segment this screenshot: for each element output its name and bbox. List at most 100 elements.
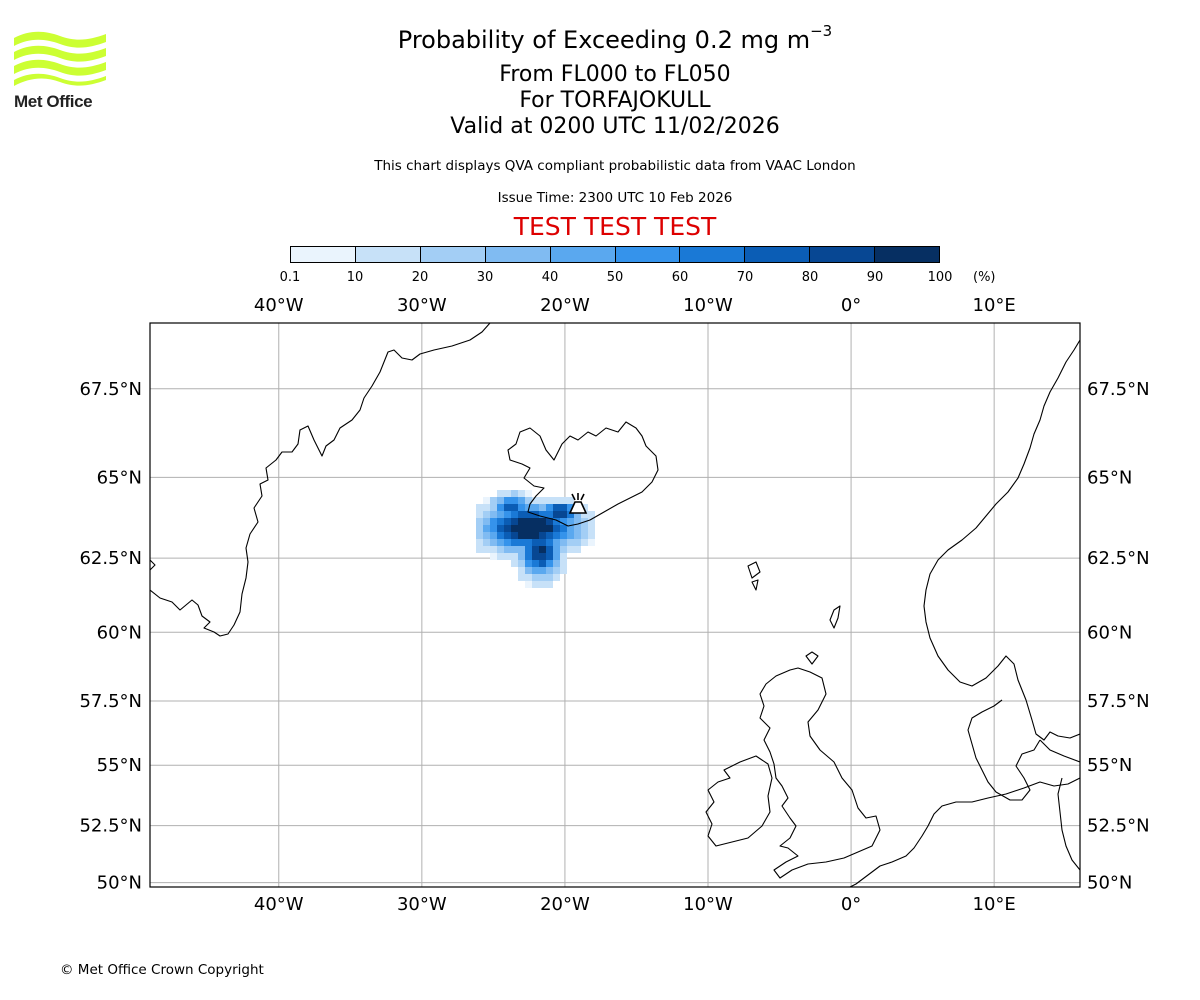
lon-tick-label: 30°W: [397, 894, 447, 915]
ash-probability-cell: [546, 567, 553, 574]
ash-probability-cell: [490, 539, 497, 546]
probability-colorbar: [290, 246, 940, 263]
ash-probability-cell: [518, 497, 525, 504]
ash-probability-cell: [525, 525, 532, 532]
ash-probability-cell: [490, 497, 497, 504]
ash-probability-cell: [546, 553, 553, 560]
ash-probability-cell: [539, 525, 546, 532]
ash-probability-cell: [532, 525, 539, 532]
colorbar-segment: [549, 247, 615, 262]
ash-probability-cell: [553, 539, 560, 546]
coastline-ireland: [705, 755, 773, 847]
lat-tick-label: 62.5°N: [1087, 548, 1150, 569]
ash-probability-cell: [546, 574, 553, 581]
ash-probability-cell: [497, 539, 504, 546]
ash-probability-cell: [539, 574, 546, 581]
coastline-shetland: [829, 605, 841, 629]
ash-probability-cell: [546, 532, 553, 539]
ash-probability-cell: [483, 525, 490, 532]
ash-probability-cell: [490, 553, 497, 560]
lat-tick-label: 67.5°N: [79, 379, 142, 400]
ash-probability-cell: [588, 539, 595, 546]
ash-probability-cell: [581, 539, 588, 546]
ash-probability-cell: [532, 581, 539, 588]
ash-probability-cell: [476, 532, 483, 539]
ash-probability-cell: [518, 504, 525, 511]
ash-probability-cell: [525, 567, 532, 574]
ash-probability-cell: [518, 525, 525, 532]
ash-probability-cell: [532, 504, 539, 511]
colorbar-tick-label: 70: [736, 270, 754, 285]
map-frame: [149, 322, 1081, 888]
ash-probability-cell: [574, 532, 581, 539]
colorbar-tick-label: 100: [927, 270, 953, 285]
ash-probability-cell: [497, 504, 504, 511]
ash-probability-cell: [539, 518, 546, 525]
lat-tick-label: 50°N: [97, 873, 142, 894]
ash-probability-cell: [539, 511, 546, 518]
lat-tick-label: 55°N: [97, 755, 142, 776]
lat-tick-label: 52.5°N: [1087, 816, 1150, 837]
ash-probability-cell: [490, 525, 497, 532]
ash-probability-cell: [518, 553, 525, 560]
ash-probability-cell: [546, 560, 553, 567]
ash-probability-cell: [504, 497, 511, 504]
coastline-continent: [849, 777, 1080, 887]
ash-probability-cell: [588, 532, 595, 539]
ash-probability-cell: [560, 560, 567, 567]
ash-probability-cell: [511, 497, 518, 504]
ash-probability-cell: [553, 546, 560, 553]
ash-probability-cell: [588, 511, 595, 518]
ash-probability-cell: [532, 553, 539, 560]
ash-probability-cell: [497, 497, 504, 504]
ash-probability-cell: [525, 518, 532, 525]
colorbar-tick-label: 20: [411, 270, 429, 285]
coastlines: [150, 323, 1080, 887]
ash-probability-cell: [553, 504, 560, 511]
ash-probability-cell: [483, 546, 490, 553]
lat-tick-label: 55°N: [1087, 755, 1132, 776]
lon-tick-label: 20°W: [540, 894, 590, 915]
colorbar-segment: [354, 247, 420, 262]
lat-tick-label: 65°N: [1087, 467, 1132, 488]
ash-probability-cell: [525, 560, 532, 567]
ash-probability-cell: [560, 567, 567, 574]
ash-probability-cell: [518, 546, 525, 553]
ash-probability-cell: [476, 546, 483, 553]
ash-probability-cell: [574, 546, 581, 553]
ash-probability-cell: [553, 567, 560, 574]
copyright-notice: © Met Office Crown Copyright: [60, 962, 264, 978]
colorbar-segment: [744, 247, 810, 262]
coastline-germany-coast: [1039, 739, 1080, 763]
colorbar-segment: [874, 247, 940, 262]
ash-probability-cell: [497, 546, 504, 553]
lon-tick-label: 40°W: [254, 295, 304, 316]
chart-description: This chart displays QVA compliant probab…: [374, 158, 856, 174]
lon-tick-label: 40°W: [254, 894, 304, 915]
ash-probability-cell: [518, 567, 525, 574]
colorbar-unit: (%): [973, 270, 996, 285]
ash-probability-cell: [539, 504, 546, 511]
lon-tick-label: 10°W: [683, 894, 733, 915]
ash-probability-cell: [574, 525, 581, 532]
ash-probability-cell: [504, 511, 511, 518]
ash-probability-cell: [511, 560, 518, 567]
ash-probability-cell: [567, 504, 574, 511]
ash-probability-cell: [497, 553, 504, 560]
ash-probability-cell: [539, 532, 546, 539]
ash-probability-cell: [560, 518, 567, 525]
lat-tick-label: 57.5°N: [1087, 691, 1150, 712]
ash-probability-cell: [518, 539, 525, 546]
ash-probability-cell: [546, 504, 553, 511]
ash-probability-cell: [483, 539, 490, 546]
ash-probability-cell: [581, 511, 588, 518]
ash-probability-cell: [490, 518, 497, 525]
chart-title-text: Probability of Exceeding 0.2 mg m: [397, 26, 811, 54]
ash-probability-cell: [560, 511, 567, 518]
ash-probability-cell: [525, 581, 532, 588]
coastline-sweden: [1057, 777, 1080, 871]
ash-probability-cell: [581, 525, 588, 532]
ash-probability-cell: [483, 504, 490, 511]
ash-probability-cell: [567, 511, 574, 518]
